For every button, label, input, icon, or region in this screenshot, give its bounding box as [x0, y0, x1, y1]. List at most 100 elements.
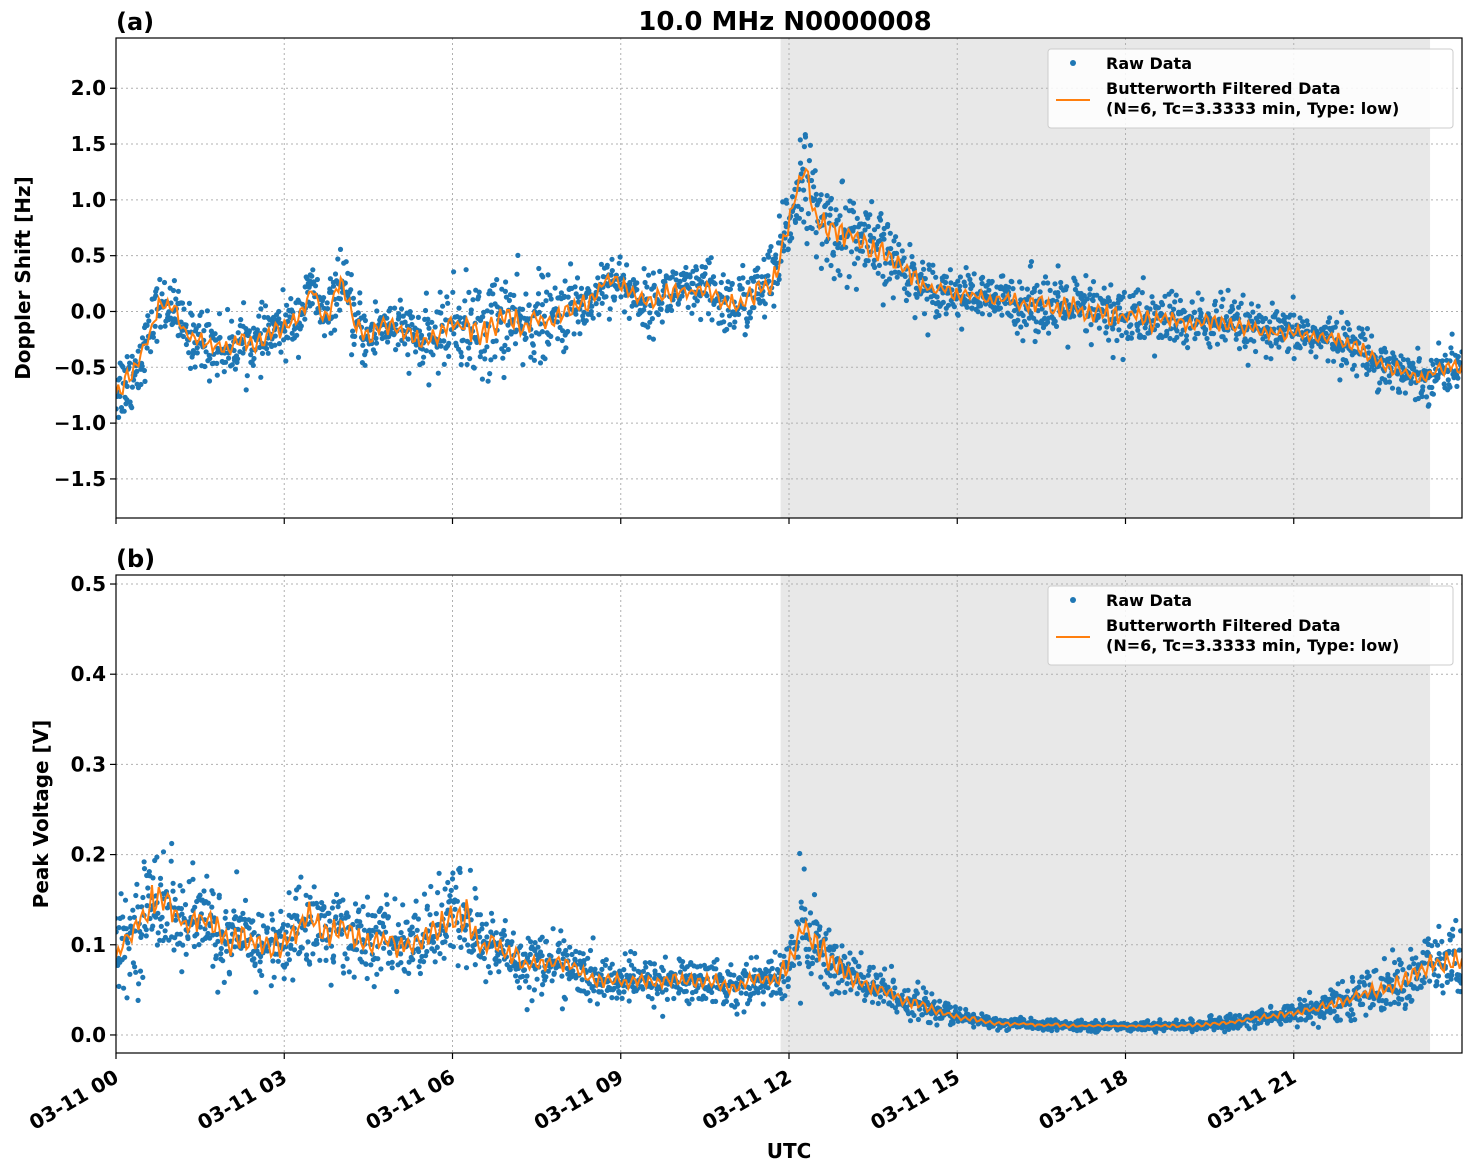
raw-data-point	[423, 290, 429, 296]
raw-data-point	[536, 309, 542, 315]
raw-data-point	[811, 184, 817, 190]
raw-data-point	[529, 998, 535, 1004]
raw-data-point	[698, 316, 704, 323]
raw-data-point	[335, 256, 341, 262]
raw-data-point	[402, 341, 408, 347]
raw-data-point	[122, 954, 128, 960]
raw-data-point	[620, 272, 627, 278]
raw-data-point	[180, 942, 186, 948]
raw-data-point	[398, 960, 404, 966]
raw-data-point	[641, 307, 647, 313]
raw-data-point	[543, 974, 549, 980]
raw-data-point	[185, 935, 191, 942]
raw-data-point	[459, 354, 465, 360]
raw-data-point	[1042, 274, 1049, 280]
raw-data-point	[447, 893, 453, 899]
raw-data-point	[827, 944, 833, 950]
raw-data-point	[1204, 335, 1210, 342]
raw-data-point	[342, 951, 348, 957]
raw-data-point	[349, 352, 355, 358]
raw-data-point	[141, 866, 148, 872]
raw-data-point	[833, 943, 839, 950]
raw-data-point	[266, 322, 272, 328]
raw-data-point	[1396, 1001, 1402, 1007]
raw-data-point	[1435, 942, 1441, 948]
raw-data-point	[1268, 343, 1274, 349]
raw-data-point	[1398, 353, 1404, 359]
raw-data-point	[1364, 326, 1370, 332]
raw-data-point	[1207, 344, 1213, 350]
raw-data-point	[460, 337, 466, 343]
raw-data-point	[186, 350, 192, 356]
raw-data-point	[324, 300, 330, 306]
raw-data-point	[150, 875, 156, 881]
raw-data-point	[160, 849, 167, 855]
raw-data-point	[1251, 338, 1257, 344]
raw-data-point	[488, 302, 494, 308]
raw-data-point	[464, 361, 470, 368]
raw-data-point	[144, 345, 150, 351]
raw-data-point	[412, 912, 418, 918]
raw-data-point	[240, 350, 246, 356]
raw-data-point	[1360, 331, 1366, 337]
raw-data-point	[795, 203, 801, 209]
raw-data-point	[487, 970, 493, 976]
raw-data-point	[903, 297, 910, 304]
raw-data-point	[311, 884, 317, 890]
raw-data-point	[321, 295, 327, 301]
raw-data-point	[609, 256, 615, 262]
raw-data-point	[1028, 259, 1035, 265]
raw-data-point	[503, 279, 509, 285]
raw-data-point	[880, 273, 886, 279]
raw-data-point	[1386, 379, 1393, 385]
raw-data-point	[1019, 285, 1025, 291]
raw-data-point	[1095, 314, 1101, 320]
raw-data-point	[337, 296, 343, 302]
raw-data-point	[395, 922, 401, 928]
raw-data-point	[457, 865, 463, 872]
raw-data-point	[364, 975, 370, 982]
raw-data-point	[121, 408, 127, 414]
raw-data-point	[966, 299, 972, 305]
raw-data-point	[797, 850, 803, 857]
raw-data-point	[804, 241, 810, 247]
raw-data-point	[802, 906, 808, 912]
raw-data-point	[463, 267, 469, 273]
raw-data-point	[154, 854, 160, 860]
raw-data-point	[1297, 996, 1303, 1002]
raw-data-point	[599, 300, 605, 306]
raw-data-point	[824, 193, 830, 199]
raw-data-point	[150, 334, 156, 340]
raw-data-point	[1192, 336, 1198, 342]
raw-data-point	[480, 314, 486, 320]
raw-data-point	[1334, 1013, 1340, 1020]
raw-data-point	[572, 284, 578, 290]
raw-data-point	[739, 286, 745, 292]
raw-data-point	[269, 936, 275, 942]
raw-data-point	[761, 256, 767, 262]
raw-data-point	[223, 909, 229, 915]
raw-data-point	[1376, 387, 1382, 393]
raw-data-point	[142, 378, 148, 384]
raw-data-point	[632, 950, 638, 957]
raw-data-point	[747, 315, 754, 321]
raw-data-point	[669, 307, 675, 313]
raw-data-point	[246, 328, 252, 334]
raw-data-point	[1373, 967, 1379, 973]
raw-data-point	[812, 168, 818, 174]
raw-data-point	[1428, 357, 1434, 363]
raw-data-point	[565, 328, 571, 335]
raw-data-point	[299, 301, 306, 307]
raw-data-point	[914, 294, 920, 300]
raw-data-point	[192, 904, 198, 910]
raw-data-point	[1173, 292, 1179, 298]
raw-data-point	[564, 952, 570, 958]
raw-data-point	[265, 925, 271, 931]
raw-data-point	[242, 917, 248, 923]
raw-data-point	[333, 914, 339, 920]
raw-data-point	[204, 308, 210, 314]
raw-data-point	[171, 905, 178, 911]
raw-data-point	[1114, 337, 1120, 344]
raw-data-point	[268, 983, 274, 989]
